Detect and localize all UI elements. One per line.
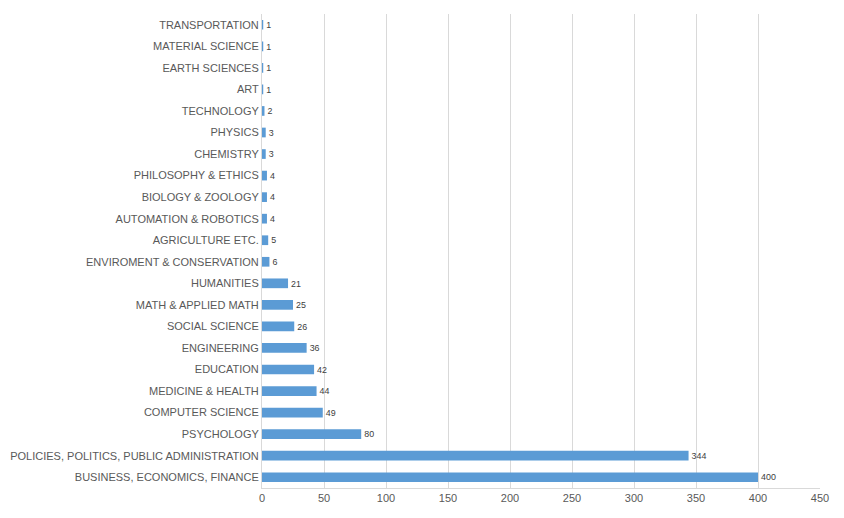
svg-text:36: 36 bbox=[310, 343, 320, 353]
svg-text:COMPUTER SCIENCE: COMPUTER SCIENCE bbox=[144, 406, 259, 418]
svg-text:0: 0 bbox=[259, 492, 265, 504]
svg-text:400: 400 bbox=[749, 492, 767, 504]
svg-text:3: 3 bbox=[269, 128, 274, 138]
svg-text:42: 42 bbox=[317, 365, 327, 375]
svg-text:400: 400 bbox=[761, 472, 776, 482]
svg-text:100: 100 bbox=[377, 492, 395, 504]
svg-text:BIOLOGY & ZOOLOGY: BIOLOGY & ZOOLOGY bbox=[142, 191, 260, 203]
svg-text:EARTH SCIENCES: EARTH SCIENCES bbox=[162, 62, 258, 74]
svg-text:50: 50 bbox=[318, 492, 330, 504]
svg-text:EDUCATION: EDUCATION bbox=[195, 363, 259, 375]
svg-text:2: 2 bbox=[267, 106, 272, 116]
svg-text:4: 4 bbox=[270, 214, 275, 224]
svg-text:BUSINESS, ECONOMICS, FINANCE: BUSINESS, ECONOMICS, FINANCE bbox=[75, 471, 259, 483]
svg-text:POLICIES, POLITICS, PUBLIC ADM: POLICIES, POLITICS, PUBLIC ADMINISTRATIO… bbox=[10, 450, 259, 462]
svg-text:MATH & APPLIED MATH: MATH & APPLIED MATH bbox=[136, 299, 259, 311]
svg-text:HUMANITIES: HUMANITIES bbox=[191, 277, 259, 289]
svg-text:SOCIAL SCIENCE: SOCIAL SCIENCE bbox=[167, 320, 259, 332]
svg-text:49: 49 bbox=[326, 408, 336, 418]
svg-text:5: 5 bbox=[271, 235, 276, 245]
svg-text:6: 6 bbox=[272, 257, 277, 267]
svg-text:200: 200 bbox=[501, 492, 519, 504]
svg-text:25: 25 bbox=[296, 300, 306, 310]
svg-text:3: 3 bbox=[269, 149, 274, 159]
svg-text:MATERIAL SCIENCE: MATERIAL SCIENCE bbox=[153, 40, 259, 52]
svg-text:80: 80 bbox=[364, 429, 374, 439]
svg-text:44: 44 bbox=[320, 386, 330, 396]
svg-text:ENGINEERING: ENGINEERING bbox=[182, 342, 259, 354]
svg-text:450: 450 bbox=[811, 492, 829, 504]
svg-text:TRANSPORTATION: TRANSPORTATION bbox=[159, 19, 259, 31]
svg-text:4: 4 bbox=[270, 171, 275, 181]
svg-text:1: 1 bbox=[266, 85, 271, 95]
svg-text:PHILOSOPHY & ETHICS: PHILOSOPHY & ETHICS bbox=[134, 169, 259, 181]
svg-text:350: 350 bbox=[687, 492, 705, 504]
svg-text:1: 1 bbox=[266, 42, 271, 52]
svg-text:MEDICINE & HEALTH: MEDICINE & HEALTH bbox=[149, 385, 259, 397]
svg-text:21: 21 bbox=[291, 279, 301, 289]
svg-text:1: 1 bbox=[266, 20, 271, 30]
svg-text:TECHNOLOGY: TECHNOLOGY bbox=[182, 105, 260, 117]
svg-text:PHYSICS: PHYSICS bbox=[211, 126, 259, 138]
svg-text:CHEMISTRY: CHEMISTRY bbox=[194, 148, 259, 160]
svg-text:4: 4 bbox=[270, 192, 275, 202]
svg-text:1: 1 bbox=[266, 63, 271, 73]
svg-text:PSYCHOLOGY: PSYCHOLOGY bbox=[182, 428, 260, 440]
svg-text:150: 150 bbox=[439, 492, 457, 504]
svg-text:250: 250 bbox=[563, 492, 581, 504]
svg-text:ART: ART bbox=[237, 83, 259, 95]
svg-text:AUTOMATION & ROBOTICS: AUTOMATION & ROBOTICS bbox=[116, 213, 259, 225]
svg-text:ENVIROMENT & CONSERVATION: ENVIROMENT & CONSERVATION bbox=[86, 256, 259, 268]
svg-text:26: 26 bbox=[297, 322, 307, 332]
svg-text:300: 300 bbox=[625, 492, 643, 504]
svg-text:344: 344 bbox=[692, 451, 707, 461]
svg-text:AGRICULTURE ETC.: AGRICULTURE ETC. bbox=[153, 234, 259, 246]
